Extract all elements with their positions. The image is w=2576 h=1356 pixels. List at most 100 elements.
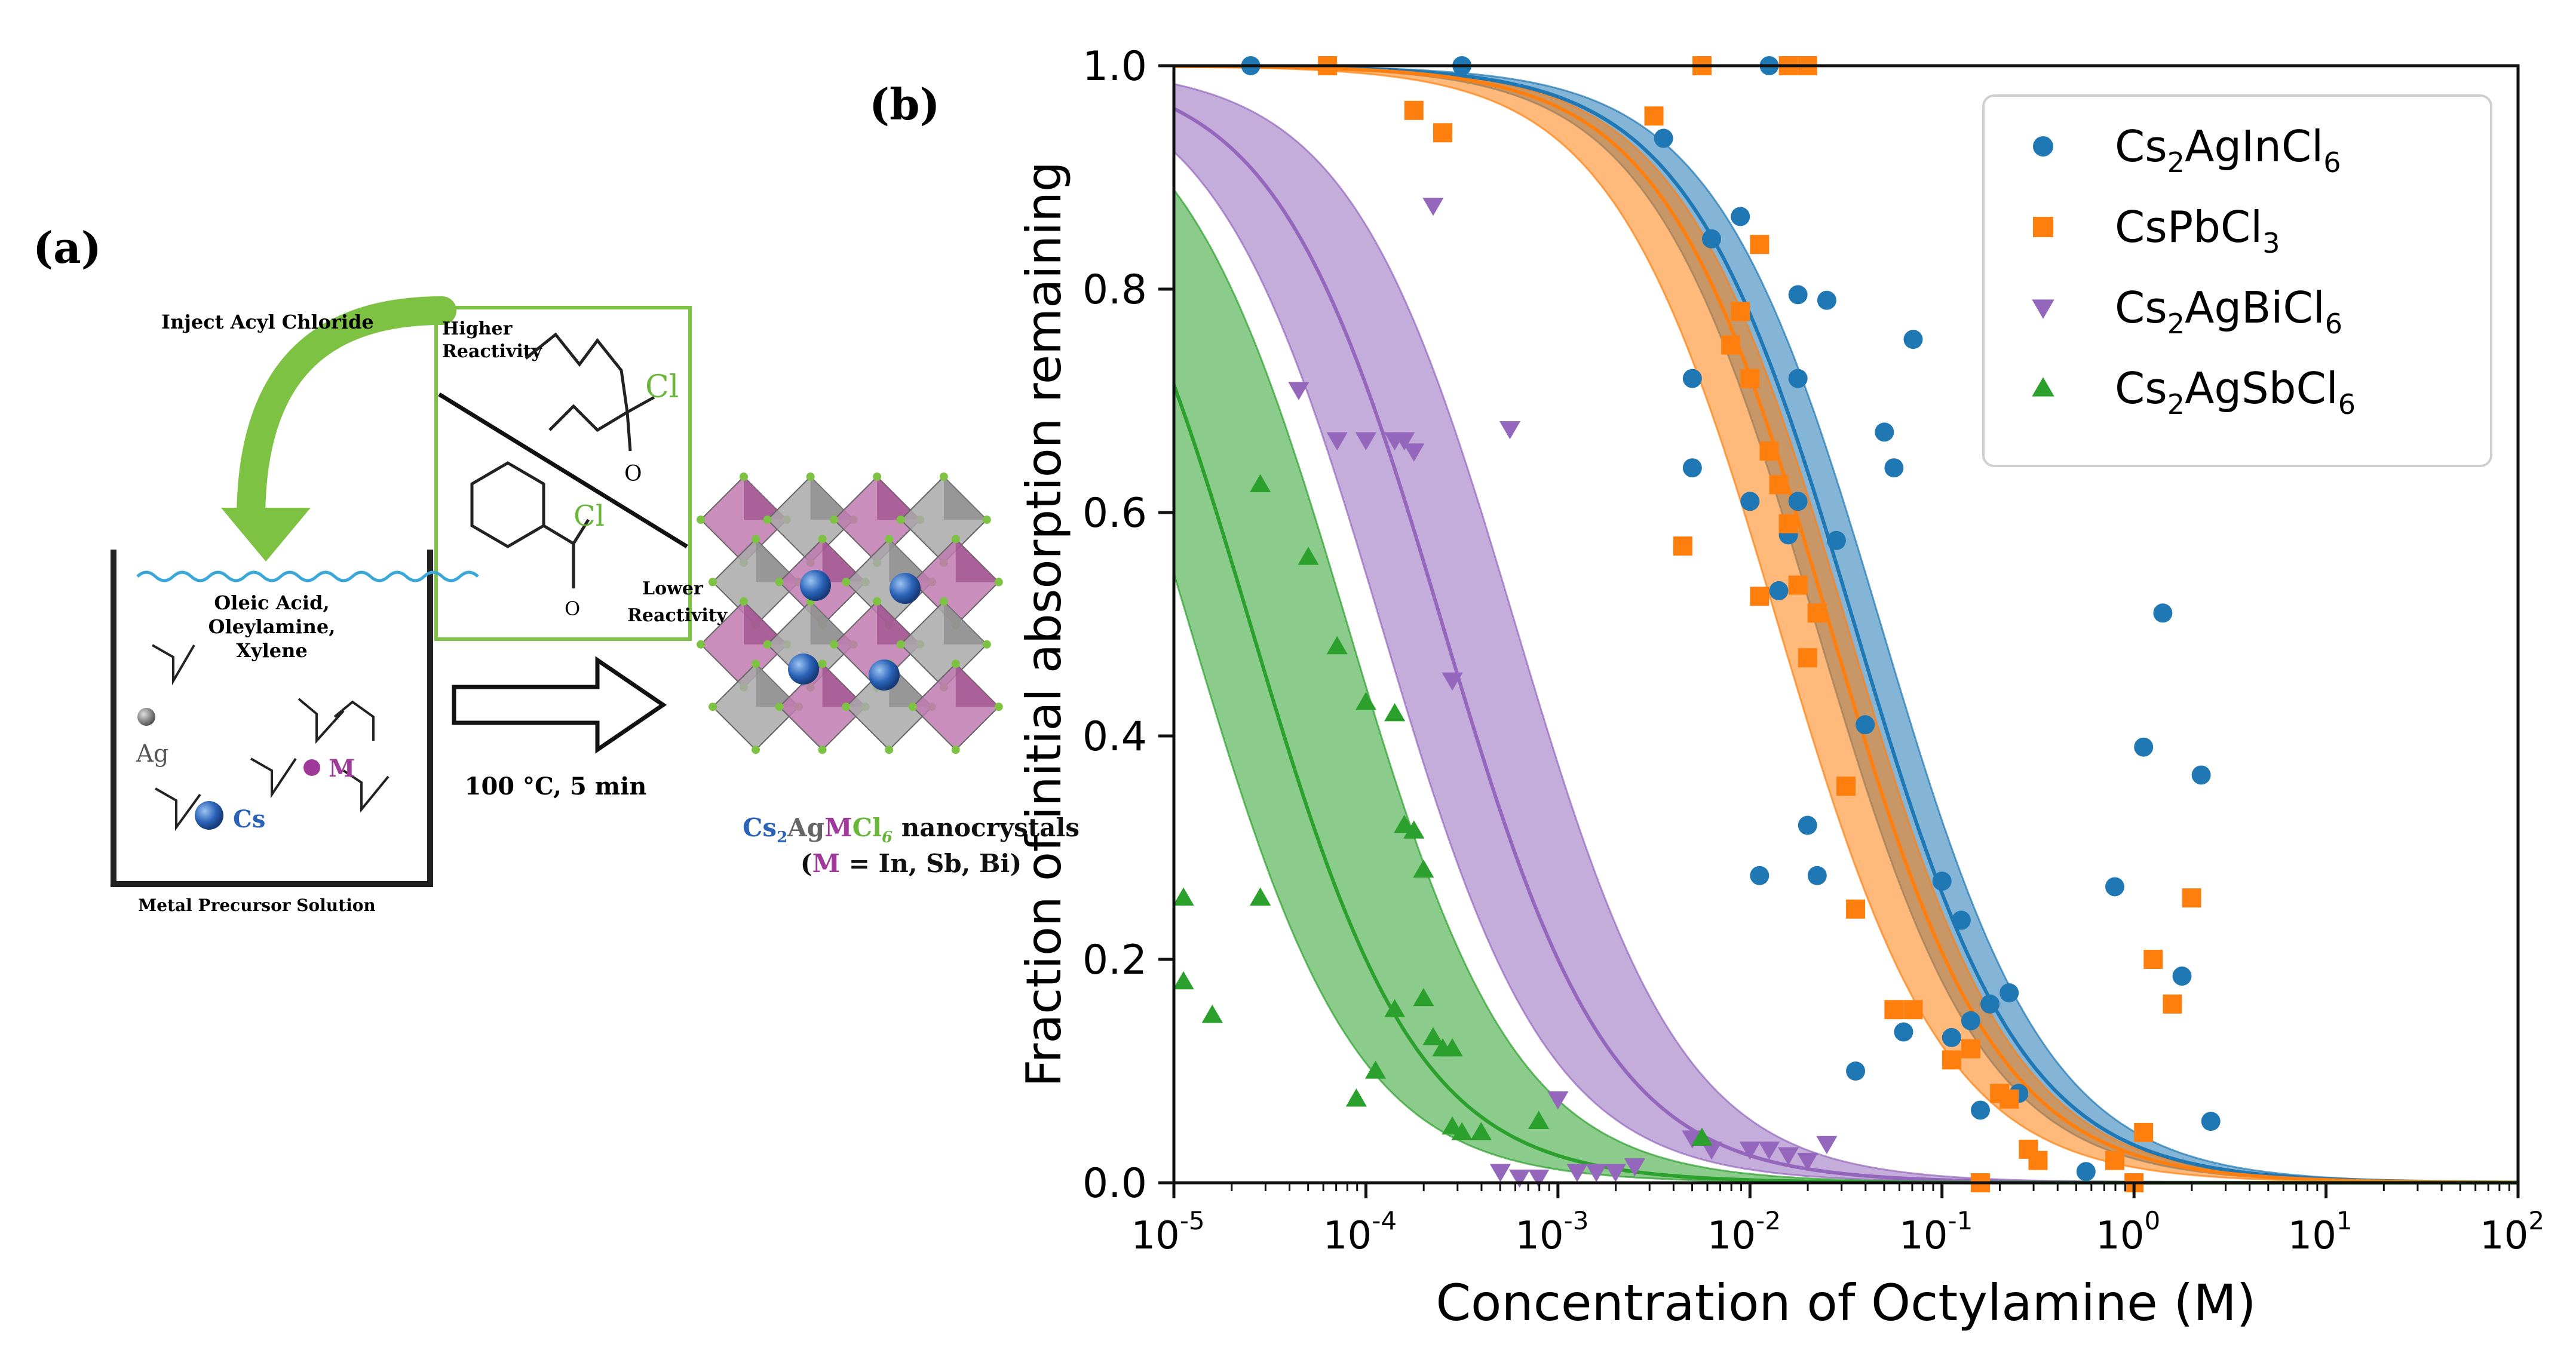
product-cs: Cs (743, 813, 777, 842)
cl-atom (818, 746, 827, 754)
acyl-chloride-1-skeleton (525, 332, 629, 432)
product-composition: (M = In, Sb, Bi) (801, 849, 1022, 878)
cl-atom (885, 746, 894, 754)
point-cs2agbicl6-13 (1566, 1164, 1588, 1182)
octahedron-face (943, 601, 987, 645)
point-cs2agsbcl6-11 (1201, 1004, 1223, 1023)
x-tick-label: 100 (2096, 1206, 2160, 1258)
legend-marker-cs2agincl6 (2033, 136, 2053, 157)
point-cspbcl3-32 (2134, 1122, 2154, 1142)
nanocrystal-lattice-icon (697, 473, 1003, 754)
octahedron-face (955, 539, 999, 582)
cl-label-2: Cl (574, 499, 605, 533)
higher-reactivity-label-1: Higher (442, 318, 513, 339)
point-cs2agincl6-36 (2105, 877, 2124, 897)
point-cs2agsbcl6-16 (1422, 1027, 1444, 1045)
cl-atom (982, 640, 991, 649)
point-cspbcl3-10 (1740, 369, 1760, 388)
product-sub-2: 2 (777, 829, 787, 846)
point-cs2agbicl6-9 (1547, 1091, 1569, 1110)
lower-reactivity-label-2: Reactivity (627, 605, 728, 626)
point-cs2agbicl6-21 (1797, 1152, 1818, 1171)
point-cs2agincl6-7 (1817, 290, 1836, 310)
bond-ring-c (542, 524, 575, 545)
product-cl: Cl (852, 813, 882, 842)
cl-atom (709, 702, 717, 711)
point-cs2agincl6-5 (1702, 229, 1721, 249)
point-cs2agsbcl6-12 (1384, 999, 1406, 1017)
point-cspbcl3-28 (2028, 1151, 2048, 1170)
x-tick-label: 101 (2287, 1206, 2352, 1258)
higher-reactivity-label-2: Reactivity (442, 341, 543, 362)
legend-marker-cs2agbicl6 (2032, 299, 2054, 319)
point-cs2agincl6-8 (1903, 330, 1923, 349)
legend-label-cs2agbicl6: Cs2AgBiCl6 (2115, 283, 2342, 340)
cs-atom (869, 659, 900, 691)
legend: Cs2AgInCl6 CsPbCl3 Cs2AgBiCl6 Cs2AgSbCl6 (1982, 94, 2492, 467)
cl-atom (830, 640, 839, 649)
point-cs2agbicl6-23 (1701, 1142, 1722, 1160)
point-cs2agincl6-17 (1826, 530, 1846, 550)
point-cs2agincl6-28 (1942, 1027, 1961, 1047)
point-cs2agsbcl6-2 (1326, 636, 1348, 655)
point-cs2agbicl6-14 (1586, 1164, 1607, 1182)
product-rest: nanocrystals (893, 813, 1080, 842)
cs-atom (788, 654, 819, 685)
x-tick-label: 10-4 (1323, 1206, 1397, 1258)
point-cspbcl3-29 (2182, 888, 2201, 908)
point-cs2agsbcl6-21 (1470, 1122, 1492, 1140)
product-sub-6: 6 (882, 829, 893, 846)
cs-label: Cs (233, 805, 265, 833)
octahedron-face (889, 539, 933, 582)
solution-label-1: Oleic Acid, (214, 591, 329, 614)
paren-open: ( (801, 849, 812, 878)
point-cs2agincl6-6 (1788, 285, 1808, 305)
point-cs2agbicl6-10 (1489, 1164, 1511, 1182)
point-cs2agincl6-32 (1971, 1100, 1990, 1120)
cl-atom (885, 535, 894, 544)
point-cs2agsbcl6-7 (1413, 859, 1434, 878)
point-cs2agsbcl6-15 (1442, 1038, 1463, 1057)
point-cs2agsbcl6-3 (1355, 692, 1377, 710)
point-cs2agincl6-13 (1682, 458, 1702, 478)
point-cs2agsbcl6-17 (1364, 1060, 1387, 1079)
y-tick-label: 0.4 (1082, 713, 1147, 760)
ag-label: Ag (136, 740, 169, 768)
point-cs2agbicl6-11 (1508, 1169, 1531, 1188)
y-tick-label: 0.0 (1082, 1160, 1147, 1207)
solution-label-2: Oleylamine, (208, 615, 336, 638)
cl-atom (763, 516, 772, 524)
product-m: M (824, 813, 852, 842)
point-cs2agincl6-11 (1875, 422, 1894, 442)
point-cs2agincl6-39 (2201, 1112, 2221, 1131)
point-cs2agincl6-31 (1846, 1062, 1866, 1081)
cl-atom (818, 659, 827, 668)
point-cspbcl3-31 (2163, 994, 2182, 1014)
octahedron-face (955, 664, 999, 707)
cl-atom (775, 702, 784, 711)
liquid-surface (136, 570, 479, 582)
point-cspbcl3-11 (1759, 441, 1779, 461)
bond-c-cl-2 (572, 519, 590, 545)
point-cspbcl3-5 (1644, 106, 1664, 126)
point-cs2agincl6-24 (1951, 910, 1971, 930)
benzene-ring (470, 461, 545, 548)
point-cs2agbicl6-2 (1355, 432, 1377, 451)
legend-marker-cs2agsbcl6 (2032, 377, 2054, 397)
x-tick-label: 102 (2480, 1206, 2544, 1258)
point-cs2agincl6-26 (2000, 983, 2019, 1003)
y-axis-label: Fraction of initial absorption remaining (1016, 161, 1072, 1087)
cl-atom (806, 473, 815, 481)
point-cs2agbicl6-8 (1442, 672, 1463, 691)
point-cs2agsbcl6-0 (1250, 474, 1271, 493)
point-cspbcl3-33 (2105, 1151, 2124, 1170)
cl-atom (994, 578, 1003, 587)
m-atom-icon (303, 759, 320, 776)
point-cs2agincl6-34 (2134, 737, 2154, 757)
precursor-label: Metal Precursor Solution (138, 895, 375, 915)
x-tick-label: 10-3 (1515, 1206, 1588, 1258)
point-cs2agbicl6-1 (1326, 432, 1348, 451)
bond-c-cl-1 (626, 395, 655, 414)
point-cspbcl3-19 (1836, 777, 1856, 796)
point-cspbcl3-23 (1942, 1050, 1961, 1070)
